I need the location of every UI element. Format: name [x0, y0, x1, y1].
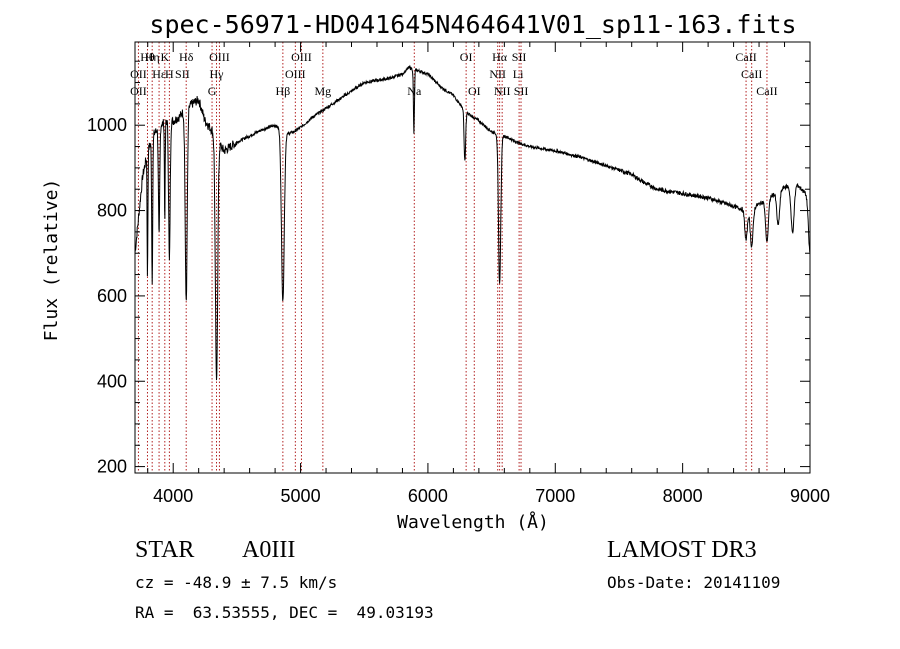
line-label: Mg [315, 84, 332, 98]
y-tick-label: 1000 [87, 115, 127, 135]
object-subclass: A0III [242, 537, 296, 563]
line-label: Hα [492, 50, 508, 64]
line-label: OI [460, 50, 473, 64]
y-tick-label: 600 [97, 286, 127, 306]
x-tick-label: 8000 [663, 486, 703, 506]
line-label: OIII [291, 50, 312, 64]
axis-ticks [135, 42, 811, 473]
y-tick-label: 800 [97, 201, 127, 221]
line-label: CaII [756, 84, 777, 98]
line-label: NII [494, 84, 511, 98]
redshift-cz: cz = -48.9 ± 7.5 km/s [135, 573, 338, 592]
line-label: Hε [152, 67, 166, 81]
line-label: OI [468, 84, 481, 98]
x-tick-label: 9000 [790, 486, 830, 506]
coordinates: RA = 63.53555, DEC = 49.03193 [135, 603, 434, 622]
line-label: Hη [145, 50, 160, 64]
line-label: G [208, 84, 217, 98]
line-label: Li [513, 67, 524, 81]
object-class: STAR [135, 537, 195, 563]
line-label: OII [130, 67, 147, 81]
line-label: CaII [741, 67, 762, 81]
line-label: OIII [209, 50, 230, 64]
y-tick-label: 400 [97, 371, 127, 391]
x-tick-label: 5000 [281, 486, 321, 506]
x-axis-label: Wavelength (Å) [397, 511, 549, 533]
line-label: K [160, 50, 169, 64]
x-tick-label: 6000 [408, 486, 448, 506]
line-label: H [165, 67, 174, 81]
plot-frame [134, 41, 811, 474]
line-label: SII [175, 67, 190, 81]
x-tick-label: 4000 [153, 486, 193, 506]
line-label: CaII [735, 50, 756, 64]
line-label: Hγ [210, 67, 225, 81]
tick-labels: 4000 5000 6000 7000 8000 9000 200 400 600 800 1000 [87, 115, 830, 506]
line-label: NII [489, 67, 506, 81]
line-label: OIII [285, 67, 306, 81]
y-axis-label: Flux (relative) [41, 179, 62, 342]
line-label: Hθ [140, 50, 155, 64]
spectrum-line [134, 64, 811, 381]
survey-name: LAMOST DR3 [607, 537, 757, 563]
line-markers [137, 42, 768, 473]
line-label: OII [130, 84, 147, 98]
line-label: Hβ [275, 84, 290, 98]
x-tick-label: 7000 [535, 486, 575, 506]
line-label: Hδ [179, 50, 194, 64]
observation-date: Obs-Date: 20141109 [607, 573, 781, 592]
line-label: SII [512, 50, 527, 64]
line-label: SII [514, 84, 529, 98]
y-tick-label: 200 [97, 457, 127, 477]
chart-title: spec-56971-HD041645N464641V01_sp11-163.f… [149, 10, 796, 39]
